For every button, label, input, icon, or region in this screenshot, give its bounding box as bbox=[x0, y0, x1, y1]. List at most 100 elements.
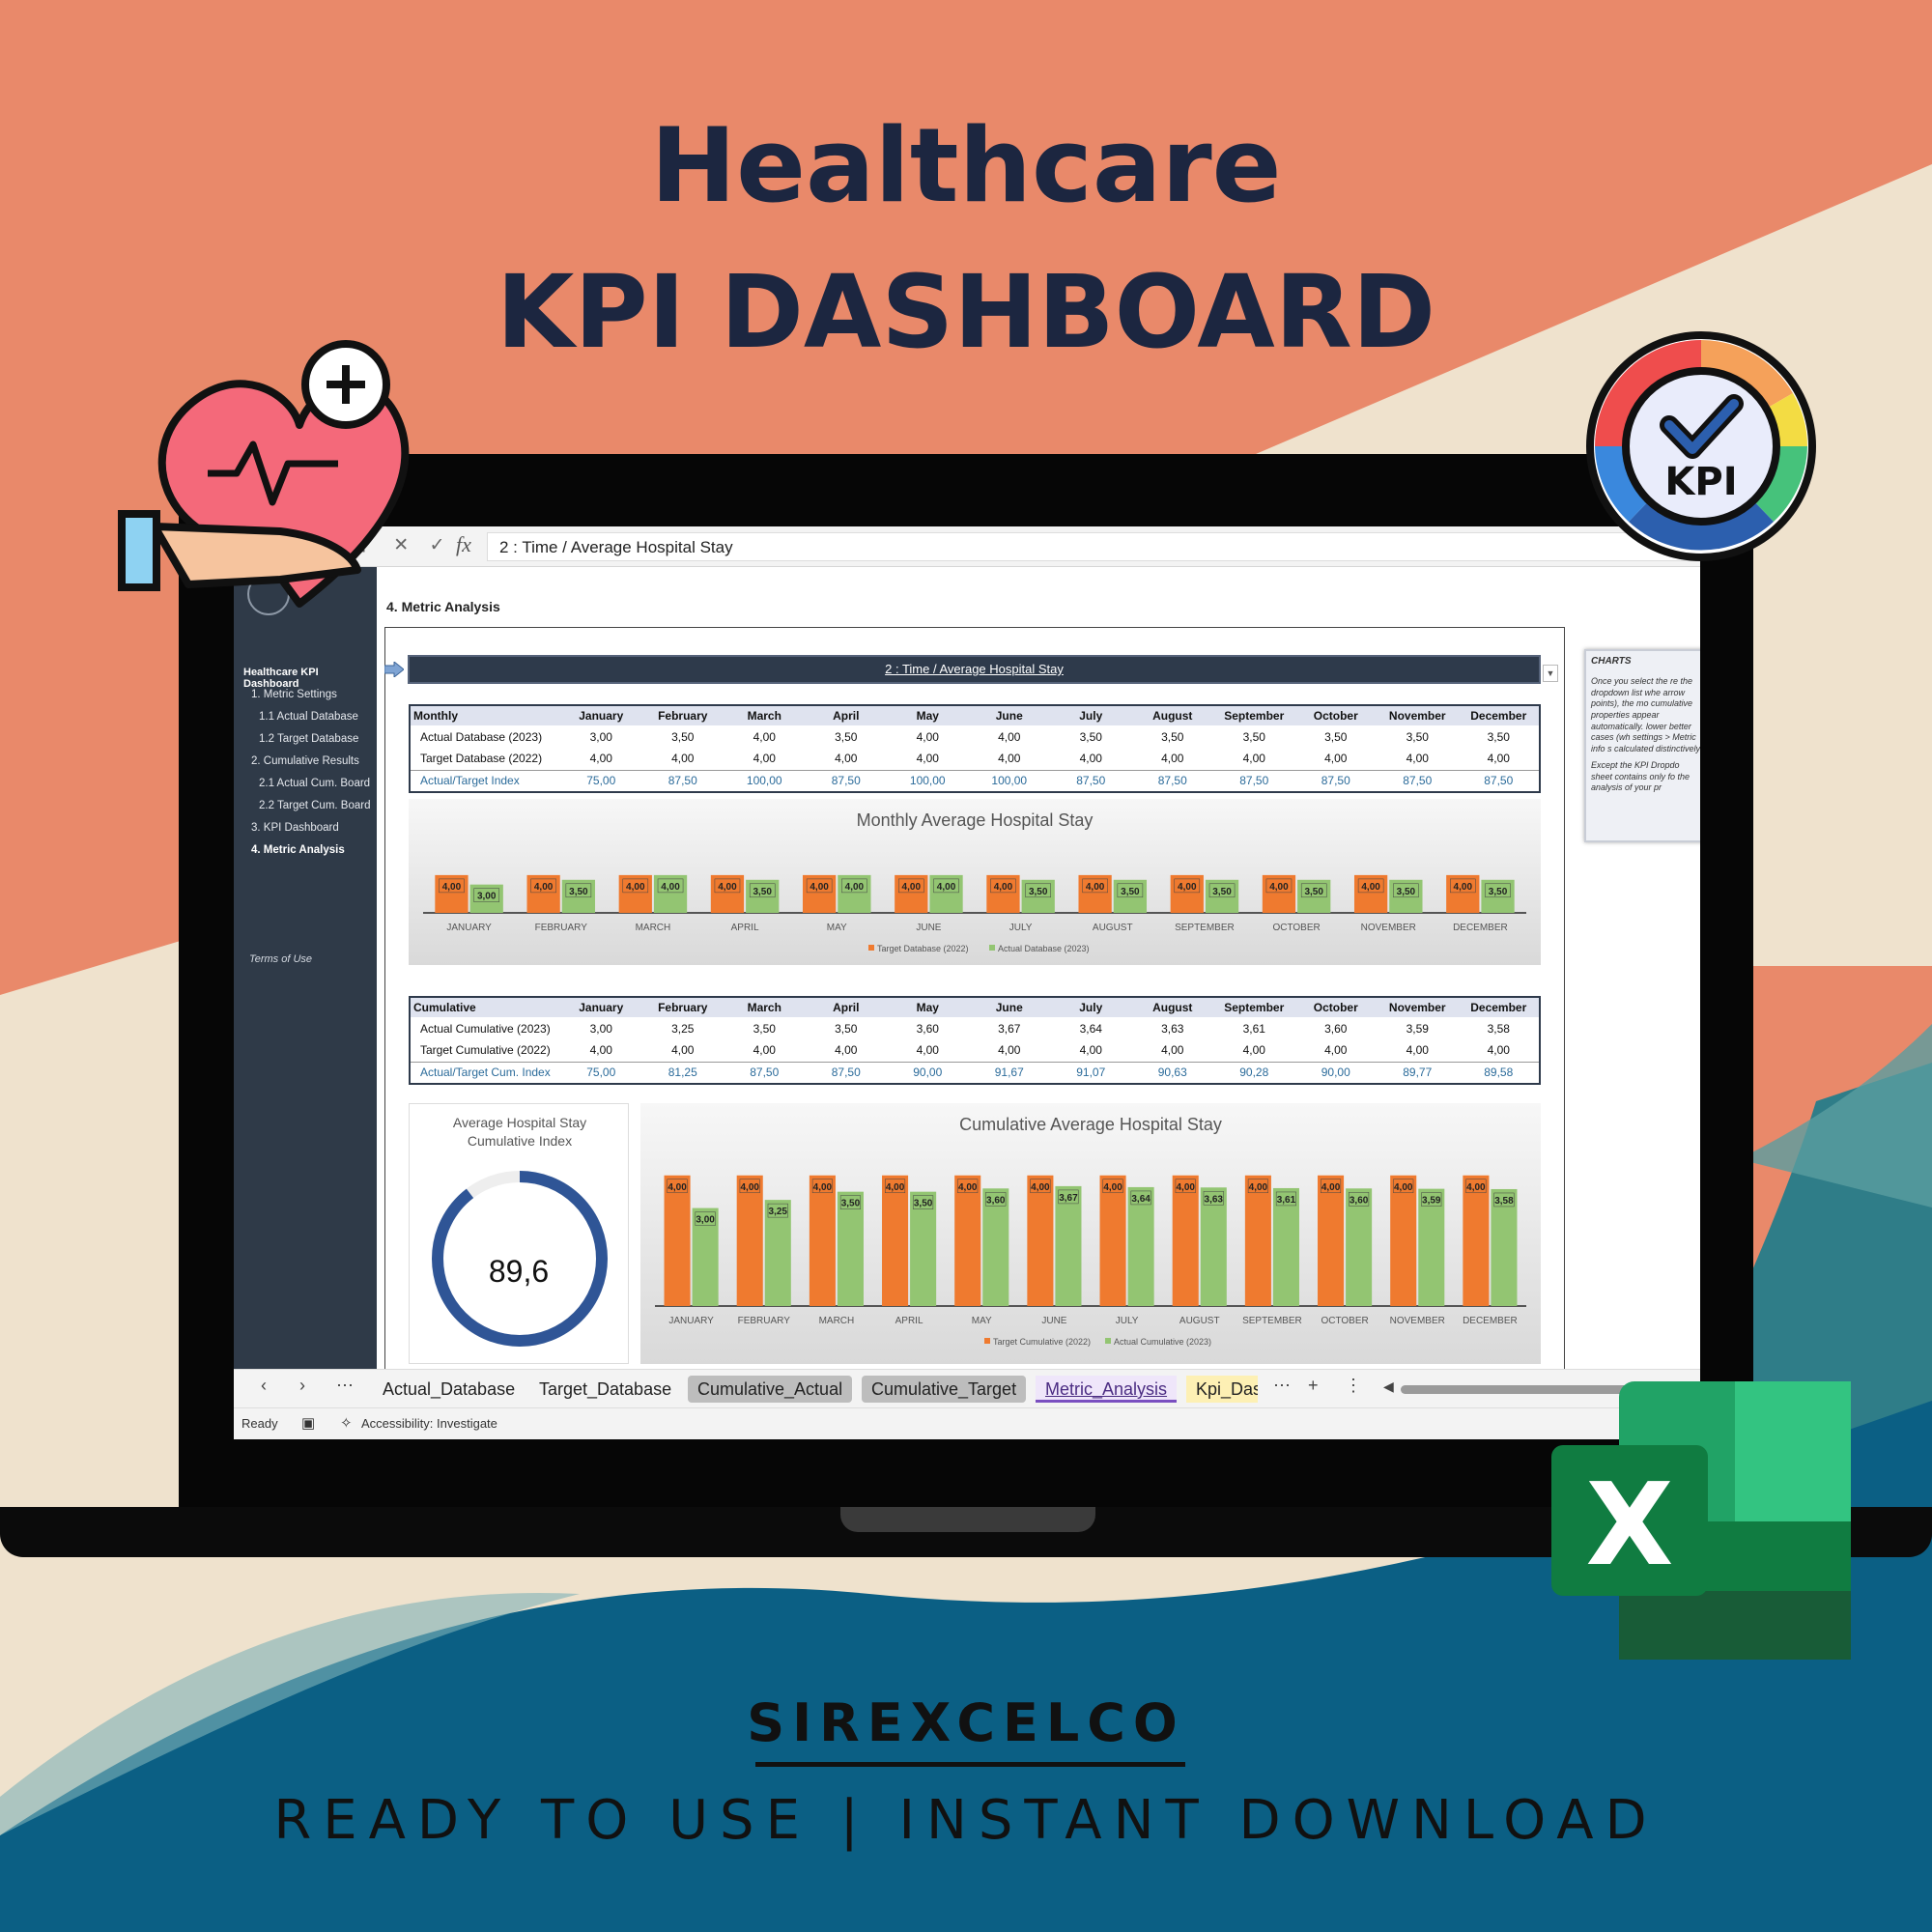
options-icon[interactable]: ⋮ bbox=[1345, 1376, 1362, 1395]
table-cell[interactable]: 100,00 bbox=[887, 769, 969, 792]
table-cell[interactable]: 3,25 bbox=[671, 1021, 695, 1036]
table-cell[interactable]: 81,25 bbox=[641, 1061, 724, 1084]
table-cell[interactable]: 4,00 bbox=[671, 1043, 695, 1058]
table-cell[interactable]: 90,28 bbox=[1213, 1061, 1295, 1084]
table-cell[interactable]: 4,00 bbox=[1242, 752, 1265, 766]
table-cell[interactable]: 3,50 bbox=[671, 729, 695, 744]
macro-record-icon[interactable]: ▣ bbox=[301, 1415, 316, 1432]
sidebar-item-target-database[interactable]: 1.2 Target Database bbox=[259, 733, 359, 745]
table-cell[interactable]: 87,50 bbox=[805, 1061, 887, 1084]
table-cell[interactable]: 4,00 bbox=[835, 1043, 858, 1058]
table-cell[interactable]: 4,00 bbox=[916, 729, 939, 744]
formula-input[interactable]: 2 : Time / Average Hospital Stay bbox=[487, 532, 1694, 561]
table-cell[interactable]: 87,50 bbox=[1377, 769, 1459, 792]
table-cell[interactable]: 4,00 bbox=[1079, 752, 1102, 766]
table-cell[interactable]: 4,00 bbox=[1406, 1043, 1429, 1058]
table-cell[interactable]: 4,00 bbox=[1161, 1043, 1184, 1058]
table-cell[interactable]: 3,50 bbox=[835, 729, 858, 744]
table-cell[interactable]: 3,50 bbox=[1406, 729, 1429, 744]
table-cell[interactable]: 4,00 bbox=[835, 752, 858, 766]
table-cell[interactable]: 4,00 bbox=[1487, 1043, 1510, 1058]
tab-metric-analysis[interactable]: Metric_Analysis bbox=[1036, 1376, 1178, 1403]
table-cell[interactable]: 90,00 bbox=[887, 1061, 969, 1084]
table-cell[interactable]: 3,58 bbox=[1487, 1021, 1510, 1036]
table-cell[interactable]: 4,00 bbox=[1242, 1043, 1265, 1058]
horizontal-scrollbar[interactable] bbox=[1401, 1385, 1690, 1394]
row-label[interactable]: Actual/Target Cum. Index bbox=[410, 1061, 560, 1084]
chevron-down-icon[interactable]: ▼ bbox=[1543, 665, 1558, 682]
table-cell[interactable]: 89,77 bbox=[1377, 1061, 1459, 1084]
table-cell[interactable]: 4,00 bbox=[589, 1043, 612, 1058]
row-label[interactable]: Target Cumulative (2022) bbox=[420, 1043, 551, 1058]
table-cell[interactable]: 4,00 bbox=[1406, 752, 1429, 766]
accessibility-status[interactable]: Accessibility: Investigate bbox=[361, 1416, 497, 1431]
terms-of-use-link[interactable]: Terms of Use bbox=[249, 953, 313, 965]
table-cell[interactable]: 4,00 bbox=[753, 1043, 776, 1058]
table-cell[interactable]: 4,00 bbox=[1324, 752, 1348, 766]
table-cell[interactable]: 3,50 bbox=[835, 1021, 858, 1036]
chevron-left-icon[interactable]: ‹ bbox=[261, 1376, 267, 1395]
table-cell[interactable]: 3,00 bbox=[589, 729, 612, 744]
table-cell[interactable]: 3,50 bbox=[1161, 729, 1184, 744]
table-cell[interactable]: 3,50 bbox=[1324, 729, 1348, 744]
table-cell[interactable]: 89,58 bbox=[1458, 1061, 1540, 1084]
table-cell[interactable]: 4,00 bbox=[998, 1043, 1021, 1058]
more-tabs-icon[interactable]: ⋯ bbox=[1273, 1376, 1291, 1395]
fx-icon[interactable]: fx bbox=[456, 532, 471, 556]
table-cell[interactable]: 3,60 bbox=[916, 1021, 939, 1036]
sidebar-item-actual-database[interactable]: 1.1 Actual Database bbox=[259, 711, 358, 723]
tab-kpi-dashboard[interactable]: Kpi_Dash bbox=[1186, 1376, 1258, 1403]
table-cell[interactable]: 91,07 bbox=[1050, 1061, 1132, 1084]
more-tabs-icon[interactable]: ⋯ bbox=[336, 1376, 354, 1395]
accessibility-icon[interactable]: ✧ bbox=[340, 1415, 353, 1432]
tab-actual-database[interactable]: Actual_Database bbox=[383, 1379, 516, 1399]
table-cell[interactable]: 3,64 bbox=[1079, 1021, 1102, 1036]
table-cell[interactable]: 3,50 bbox=[1487, 729, 1510, 744]
table-cell[interactable]: 87,50 bbox=[724, 1061, 806, 1084]
table-cell[interactable]: 87,50 bbox=[1458, 769, 1540, 792]
scroll-left-icon[interactable]: ◀ bbox=[1383, 1378, 1394, 1394]
table-cell[interactable]: 3,50 bbox=[1079, 729, 1102, 744]
table-cell[interactable]: 100,00 bbox=[724, 769, 806, 792]
sidebar-item-cumulative-results[interactable]: 2. Cumulative Results bbox=[251, 755, 359, 767]
table-cell[interactable]: 4,00 bbox=[998, 729, 1021, 744]
table-cell[interactable]: 4,00 bbox=[753, 729, 776, 744]
table-cell[interactable]: 3,61 bbox=[1242, 1021, 1265, 1036]
table-cell[interactable]: 4,00 bbox=[998, 752, 1021, 766]
sidebar-item-target-cum-board[interactable]: 2.2 Target Cum. Board bbox=[259, 800, 371, 811]
formula-cancel-confirm-icon[interactable]: ⋮ ✕ ✓ bbox=[355, 535, 453, 555]
table-cell[interactable]: 4,00 bbox=[1079, 1043, 1102, 1058]
table-cell[interactable]: 3,00 bbox=[589, 1021, 612, 1036]
tab-target-database[interactable]: Target_Database bbox=[539, 1379, 672, 1399]
table-cell[interactable]: 87,50 bbox=[1131, 769, 1213, 792]
table-cell[interactable]: 100,00 bbox=[968, 769, 1050, 792]
table-cell[interactable]: 4,00 bbox=[1487, 752, 1510, 766]
table-cell[interactable]: 3,50 bbox=[1242, 729, 1265, 744]
table-cell[interactable]: 91,67 bbox=[968, 1061, 1050, 1084]
row-label[interactable]: Actual Database (2023) bbox=[420, 729, 543, 744]
table-cell[interactable]: 4,00 bbox=[1161, 752, 1184, 766]
metric-selector[interactable]: 2 : Time / Average Hospital Stay bbox=[408, 655, 1541, 684]
table-cell[interactable]: 4,00 bbox=[753, 752, 776, 766]
row-label[interactable]: Actual/Target Index bbox=[410, 769, 560, 792]
table-cell[interactable]: 3,50 bbox=[753, 1021, 776, 1036]
sidebar-item-kpi-dashboard[interactable]: 3. KPI Dashboard bbox=[251, 822, 339, 834]
chevron-right-icon[interactable]: › bbox=[299, 1376, 305, 1395]
row-label[interactable]: Target Database (2022) bbox=[420, 752, 543, 766]
table-cell[interactable]: 4,00 bbox=[589, 752, 612, 766]
sidebar-title[interactable]: Healthcare KPI Dashboard bbox=[243, 667, 319, 690]
row-label[interactable]: Actual Cumulative (2023) bbox=[420, 1021, 551, 1036]
table-cell[interactable]: 90,00 bbox=[1294, 1061, 1377, 1084]
sidebar-item-metric-settings[interactable]: 1. Metric Settings bbox=[251, 689, 337, 700]
table-cell[interactable]: 3,59 bbox=[1406, 1021, 1429, 1036]
table-cell[interactable]: 4,00 bbox=[916, 752, 939, 766]
table-cell[interactable]: 90,63 bbox=[1131, 1061, 1213, 1084]
sidebar-item-actual-cum-board[interactable]: 2.1 Actual Cum. Board bbox=[259, 778, 371, 789]
table-cell[interactable]: 87,50 bbox=[1294, 769, 1377, 792]
table-cell[interactable]: 75,00 bbox=[560, 1061, 642, 1084]
table-cell[interactable]: 4,00 bbox=[916, 1043, 939, 1058]
sidebar-item-metric-analysis[interactable]: 4. Metric Analysis bbox=[251, 844, 345, 856]
table-cell[interactable]: 4,00 bbox=[671, 752, 695, 766]
add-sheet-icon[interactable]: + bbox=[1308, 1376, 1319, 1395]
table-cell[interactable]: 4,00 bbox=[1324, 1043, 1348, 1058]
